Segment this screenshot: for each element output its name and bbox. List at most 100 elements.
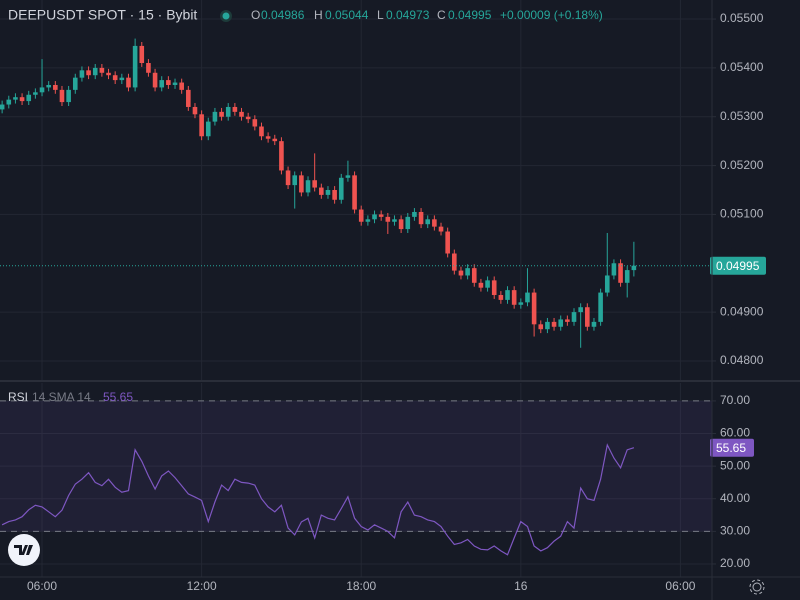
x-tick-label: 06:00 [665,579,695,593]
gear-teeth[interactable] [749,579,765,595]
candle-body [186,89,191,107]
candle-body [498,295,504,300]
candle-body [585,307,590,327]
candle-body [465,268,470,276]
y-tick-label: 0.05400 [720,60,764,74]
open-value: 0.04986 [261,8,305,22]
candle-body [565,319,570,322]
candle-body [338,177,344,200]
candle-body [591,321,597,327]
candle-body [438,226,444,232]
candle-body [92,67,98,76]
candle-body [179,82,184,90]
candle-body [345,175,351,178]
candle-body [272,138,278,142]
candle-body [26,94,32,102]
rsi-value-tag [710,438,754,457]
y-tick-label: 50.00 [720,458,750,472]
indicator-value: 55.65 [103,390,133,404]
candle-body [299,175,304,193]
settings-gear[interactable] [749,579,765,595]
candle-body [13,97,18,100]
candle-body [119,77,125,81]
x-tick-label: 18:00 [346,579,376,593]
candle-body [385,216,391,222]
close-value: 0.04995 [448,8,492,22]
candle-body [538,324,544,330]
y-tick-label: 40.00 [720,491,750,505]
candle-body [471,268,477,283]
candle-body [392,219,397,222]
candle-body [332,190,337,200]
high-value: 0.05044 [325,8,369,22]
candle-body [425,219,431,225]
close-label: C [437,8,446,22]
candle-body [405,216,411,230]
y-tick-label: 0.05300 [720,109,764,123]
candle-body [219,111,224,117]
candle-body [312,180,317,188]
candle-body [0,104,5,110]
candle-body [259,126,264,137]
low-value: 0.04973 [386,8,430,22]
candle-body [485,280,490,288]
candle-body [245,116,251,120]
candle-body [33,92,38,95]
logo-mark[interactable] [14,545,33,555]
candle-body [72,77,78,90]
candle-body [112,75,118,81]
candle-body [146,63,151,73]
candle-body [99,67,105,73]
candle-body [19,97,25,102]
candle-body [458,270,464,276]
symbol-title: DEEPUSDT SPOT · 15 · Bybit [8,7,197,23]
y-tick-label: 0.05500 [720,11,764,25]
x-tick-label: 12:00 [187,579,217,593]
band-fill [0,400,712,532]
candle-body [598,292,603,322]
gear-center[interactable] [752,582,762,592]
low-label: L [377,8,384,22]
candle-body [545,321,550,330]
rsi-line [1,443,635,556]
candle-body [372,214,377,220]
candle-body [412,211,417,217]
candle-body [139,45,145,64]
rsi-value-label: 55.65 [716,441,746,455]
candle-body [305,180,311,193]
candle-body [126,77,131,88]
candle-body [53,84,58,90]
candle-body [46,84,51,88]
change-value: +0.00009 (+0.18%) [500,8,603,22]
candle-body [285,170,291,186]
candle-body [192,106,198,115]
x-tick-label: 06:00 [27,579,57,593]
candle-body [172,82,178,85]
candle-body [378,214,384,217]
candle-body [445,231,450,254]
candle-body [624,270,630,283]
candle-body [571,312,577,322]
candle-body [166,80,171,85]
candle-body [525,292,530,303]
candle-body [265,136,271,139]
candle-body [365,219,371,222]
candle-body [398,219,404,230]
tv-logo[interactable] [8,534,40,566]
candle-body [611,263,617,276]
status-dot [222,12,230,20]
candle-body [132,45,138,88]
candle-body [279,141,284,171]
indicator-params: 14 SMA 14 [32,390,91,404]
candle-body [531,292,537,325]
y-tick-label: 20.00 [720,556,750,570]
candle-body [252,119,258,127]
y-tick-label: 0.04800 [720,353,764,367]
candle-body [618,263,623,283]
candle-body [79,70,85,78]
candle-body [292,175,298,186]
candle-body [39,87,45,93]
candle-body [59,89,65,103]
candle-body [6,99,12,105]
